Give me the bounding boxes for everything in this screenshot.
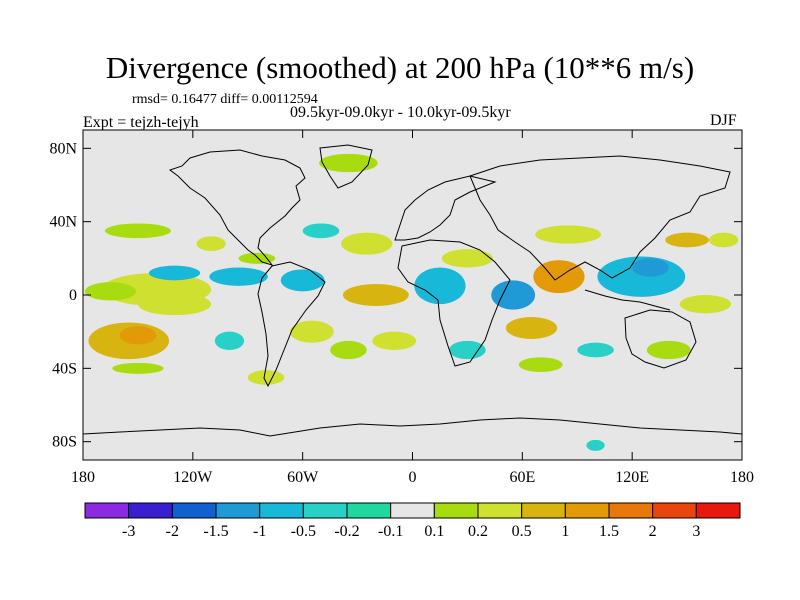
anomaly-region xyxy=(137,293,212,316)
anomaly-region xyxy=(449,340,486,360)
anomaly-region xyxy=(505,317,558,339)
anomaly-region xyxy=(646,340,691,360)
anomaly-region xyxy=(319,153,378,173)
lon-tick-label: 180 xyxy=(71,469,95,486)
colorbar-label: 3 xyxy=(692,523,700,540)
colorbar-swatch xyxy=(564,502,610,519)
anomaly-region xyxy=(341,232,393,255)
colorbar-swatch xyxy=(433,502,479,519)
anomaly-region xyxy=(214,331,245,351)
lon-tick-label: 120W xyxy=(173,469,213,486)
anomaly-region xyxy=(441,249,494,268)
lat-tick-label: 80S xyxy=(52,434,77,451)
lon-tick-label: 120E xyxy=(615,469,649,486)
anomaly-region xyxy=(302,223,340,239)
stats-label: rmsd= 0.16477 diff= 0.00112594 xyxy=(132,92,318,107)
anomaly-region xyxy=(709,232,739,248)
anomaly-region xyxy=(414,267,466,305)
anomaly-region xyxy=(104,223,171,239)
colorbar-label: -0.2 xyxy=(334,523,359,540)
coastline-antarctica xyxy=(83,417,742,437)
lat-tick-label: 40S xyxy=(52,360,77,377)
anomaly-region xyxy=(535,225,602,244)
anomaly-region xyxy=(586,439,605,451)
anomaly-region xyxy=(518,357,563,372)
colorbar-swatch xyxy=(608,502,654,519)
colorbar-label: 1.5 xyxy=(599,523,619,540)
anomaly-region xyxy=(209,267,268,286)
anomaly-region xyxy=(280,269,325,292)
lon-tick-label: 60E xyxy=(509,469,535,486)
colorbar-label: 0.2 xyxy=(468,523,488,540)
colorbar-swatch xyxy=(390,502,435,519)
anomaly-region xyxy=(289,320,334,343)
colorbar-label: -0.1 xyxy=(378,523,403,540)
colorbar-swatch xyxy=(477,502,523,519)
anomaly-region xyxy=(632,258,669,277)
anomaly-region xyxy=(533,260,585,294)
colorbar-swatch xyxy=(259,502,304,519)
colorbar-swatch xyxy=(215,502,261,519)
anomaly-region xyxy=(679,295,732,314)
subtitle: 09.5kyr-09.0kyr - 10.0kyr-09.5kyr xyxy=(290,104,511,121)
anomaly-region xyxy=(665,232,710,248)
anomaly-region xyxy=(577,342,614,358)
anomaly-region xyxy=(196,236,226,252)
coastline-africa xyxy=(397,239,511,367)
coastline-north-america xyxy=(168,149,306,266)
colorbar-label: 2 xyxy=(649,523,657,540)
lat-tick-label: 0 xyxy=(69,287,77,304)
colorbar-swatch xyxy=(302,502,348,519)
lon-tick-label: 0 xyxy=(409,469,417,486)
anomaly-region xyxy=(247,370,285,385)
colorbar-swatch xyxy=(521,502,566,519)
colorbar-swatch xyxy=(128,502,173,519)
coastline-asia xyxy=(469,155,731,281)
coastline-south-america xyxy=(257,261,326,388)
coastline-europe xyxy=(394,175,497,241)
season-label: DJF xyxy=(710,112,737,129)
colorbar-swatch xyxy=(652,502,697,519)
experiment-label: Expt = tejzh-tejyh xyxy=(83,114,199,131)
colorbar-swatch xyxy=(695,502,741,519)
coastline-greenland xyxy=(319,144,373,189)
coastline-indonesia xyxy=(584,289,671,311)
anomaly-region xyxy=(238,252,276,264)
colorbar-label: 0.1 xyxy=(424,523,444,540)
coastline-australia xyxy=(624,309,697,369)
anomaly-region xyxy=(491,280,536,310)
chart-title: Divergence (smoothed) at 200 hPa (10**6 … xyxy=(105,50,695,85)
lon-tick-label: 180 xyxy=(730,469,754,486)
lon-tick-label: 60W xyxy=(287,469,319,486)
anomaly-region xyxy=(330,340,367,360)
anomaly-region xyxy=(372,331,417,351)
colorbar-label: 0.5 xyxy=(512,523,532,540)
colorbar-label: 1 xyxy=(561,523,569,540)
colorbar-label: -3 xyxy=(122,523,135,540)
colorbar-label: -1 xyxy=(253,523,266,540)
colorbar-swatch xyxy=(171,502,217,519)
colorbar-label: -2 xyxy=(166,523,179,540)
colorbar-label: -1.5 xyxy=(203,523,228,540)
anomaly-region xyxy=(342,284,409,306)
anomaly-region xyxy=(119,326,157,345)
lat-tick-label: 40N xyxy=(49,214,77,231)
colorbar-swatch xyxy=(346,502,392,519)
lat-tick-label: 80N xyxy=(49,140,77,157)
colorbar-label: -0.5 xyxy=(291,523,316,540)
colorbar-swatch xyxy=(84,502,130,519)
anomaly-region xyxy=(84,282,137,301)
anomaly-region xyxy=(148,265,201,281)
anomaly-region xyxy=(112,362,164,374)
